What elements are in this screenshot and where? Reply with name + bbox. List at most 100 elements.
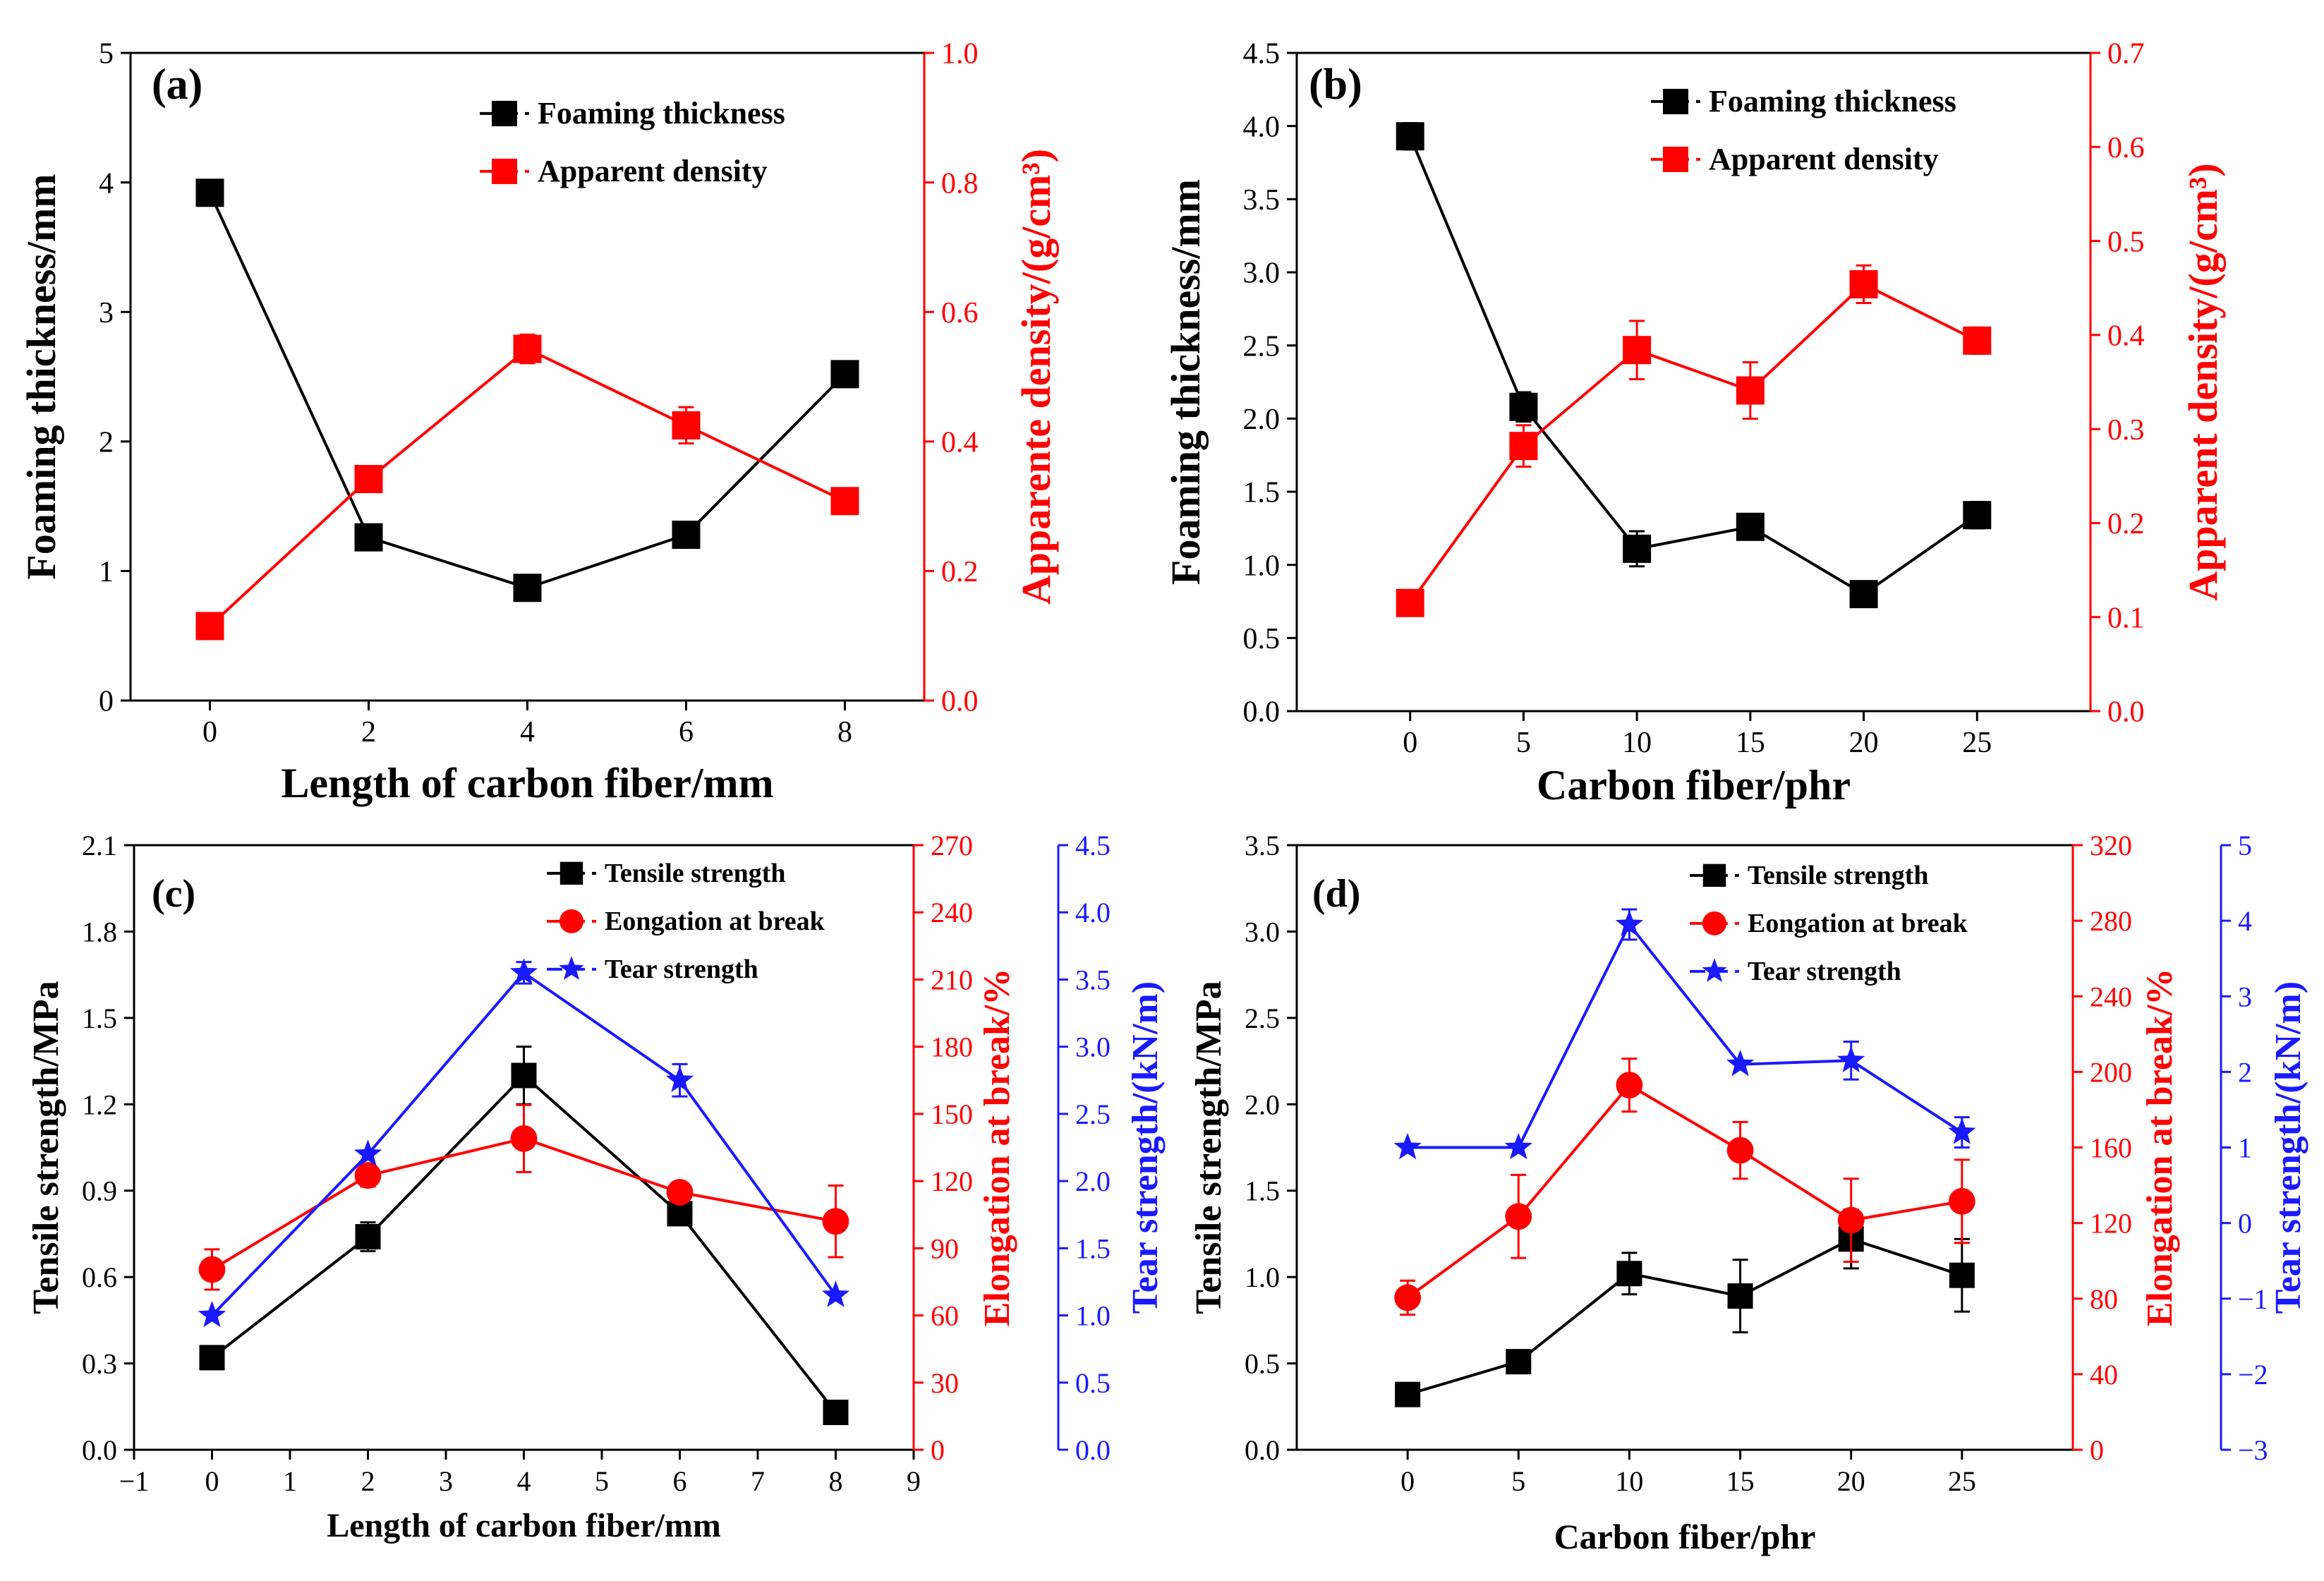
y-tick-label: 2.5 xyxy=(1243,330,1281,363)
y-tick-label: 1 xyxy=(99,556,114,588)
x-tick-label: 6 xyxy=(673,1465,687,1497)
y-tick-label: 40 xyxy=(2090,1359,2118,1391)
y-tick-label: 160 xyxy=(2090,1132,2132,1164)
y-tick-label: 210 xyxy=(931,964,973,995)
legend-label: Eongation at break xyxy=(1748,909,1968,938)
y-tick-label: 240 xyxy=(2090,981,2132,1012)
y-tick-label: 4.0 xyxy=(1075,897,1110,928)
y-tick-label: 0.5 xyxy=(2107,226,2145,258)
data-point xyxy=(511,1062,537,1089)
data-point xyxy=(1948,1117,1976,1144)
data-point xyxy=(510,1125,538,1152)
y-tick-label: 2.5 xyxy=(1245,1002,1280,1034)
legend-item: Tear strength xyxy=(1690,957,1901,986)
right-axis-label-1: Apparent density/(g/cm³) xyxy=(2180,163,2226,600)
legend-marker xyxy=(492,100,517,126)
x-tick-label: 7 xyxy=(751,1465,765,1497)
y-tick-label: 3.5 xyxy=(1243,184,1281,217)
y-tick-label: 3.0 xyxy=(1245,916,1280,947)
data-point xyxy=(354,465,383,494)
left-axis-label: Tensile strength/MPa xyxy=(26,981,66,1314)
y-tick-label: 1.5 xyxy=(1075,1232,1110,1264)
data-point xyxy=(1849,580,1878,609)
x-tick-label: 2 xyxy=(361,716,376,749)
y-tick-label: 3 xyxy=(2238,981,2252,1012)
data-point xyxy=(823,1399,849,1425)
x-tick-label: 9 xyxy=(907,1465,921,1497)
legend-marker xyxy=(1702,911,1727,935)
y-tick-label: −3 xyxy=(2238,1434,2268,1466)
data-point xyxy=(1948,1187,1975,1215)
x-tick-label: 5 xyxy=(1511,1465,1525,1497)
x-axis-label: Length of carbon fiber/mm xyxy=(327,1507,721,1544)
y-tick-label: 3 xyxy=(99,297,114,329)
y-tick-label: 280 xyxy=(2090,905,2132,937)
x-tick-label: 0 xyxy=(202,716,217,749)
data-point xyxy=(1623,534,1652,563)
y-tick-label: −1 xyxy=(2238,1283,2268,1315)
series-line xyxy=(1407,1237,1963,1396)
x-tick-label: 6 xyxy=(679,716,694,749)
data-point xyxy=(1616,1261,1642,1287)
x-tick-label: 4 xyxy=(517,1465,531,1497)
x-tick-label: 3 xyxy=(439,1465,453,1497)
legend-item: Apparent density xyxy=(480,154,768,188)
series-line xyxy=(1408,921,1963,1149)
y-tick-label: 3.5 xyxy=(1075,964,1110,995)
x-tick-label: 2 xyxy=(361,1465,375,1497)
x-tick-label: 5 xyxy=(595,1465,609,1497)
data-point xyxy=(354,523,383,552)
data-point xyxy=(1963,501,1992,530)
data-point xyxy=(198,1300,226,1328)
left-axis-label: Foaming thickness/mm xyxy=(18,174,64,579)
data-point xyxy=(1849,269,1878,298)
x-tick-label: 15 xyxy=(1726,1465,1755,1497)
data-point xyxy=(509,958,538,985)
x-axis-label: Carbon fiber/phr xyxy=(1537,762,1851,808)
y-tick-label: 4.5 xyxy=(1075,830,1110,861)
y-tick-label: −2 xyxy=(2238,1359,2268,1391)
data-point xyxy=(1505,1203,1532,1230)
x-tick-label: 5 xyxy=(1516,727,1531,759)
y-tick-label: 0.3 xyxy=(2107,414,2145,447)
y-tick-label: 0 xyxy=(2238,1208,2252,1240)
y-tick-label: 0.0 xyxy=(1243,696,1281,729)
legend-item: Tensile strength xyxy=(1690,861,1929,890)
x-tick-label: 1 xyxy=(283,1465,297,1497)
series-eongation-at-break xyxy=(198,1103,849,1291)
legend-label: Tear strength xyxy=(605,955,758,984)
data-point xyxy=(195,178,224,207)
series-line xyxy=(1406,1083,1963,1300)
y-tick-label: 4.0 xyxy=(1243,111,1281,143)
y-tick-label: 0.7 xyxy=(2107,38,2145,71)
y-tick-label: 2.5 xyxy=(1075,1098,1110,1130)
series-tensile-strength xyxy=(1395,1209,1975,1407)
y-tick-label: 0.5 xyxy=(1243,623,1281,655)
y-tick-label: 3.5 xyxy=(1245,830,1280,861)
y-tick-label: 0.1 xyxy=(2107,602,2145,634)
x-tick-label: 8 xyxy=(829,1465,843,1497)
chart-panel-a: 0 2 4 6 8 Length of carbon fiber/mm 0 1 2 3 4 5 Foam… xyxy=(18,38,1059,806)
data-point xyxy=(830,487,859,516)
y-tick-label: 180 xyxy=(931,1031,973,1063)
y-tick-label: 150 xyxy=(931,1098,973,1130)
y-tick-label: 0.0 xyxy=(82,1434,117,1466)
legend-marker xyxy=(492,158,517,184)
data-point xyxy=(1837,1046,1865,1073)
y-tick-label: 5 xyxy=(2238,830,2252,861)
data-point xyxy=(1949,1262,1975,1288)
y-tick-label: 1.8 xyxy=(82,916,117,947)
series-line xyxy=(1408,135,1978,596)
data-point xyxy=(1396,588,1424,617)
legend-label: Foaming thickness xyxy=(538,96,785,131)
y-tick-label: 4 xyxy=(99,167,114,200)
right-axis-label-1: Elongation at break/% xyxy=(2140,969,2180,1327)
y-tick-label: 0.8 xyxy=(941,167,979,200)
legend-item: Foaming thickness xyxy=(480,96,785,131)
y-tick-label: 0.5 xyxy=(1075,1367,1110,1399)
y-tick-label: 0.9 xyxy=(82,1175,117,1207)
y-tick-label: 3.0 xyxy=(1243,258,1281,290)
data-point xyxy=(199,1345,225,1371)
x-tick-label: 25 xyxy=(1948,1465,1976,1497)
y-tick-label: 320 xyxy=(2090,830,2132,861)
